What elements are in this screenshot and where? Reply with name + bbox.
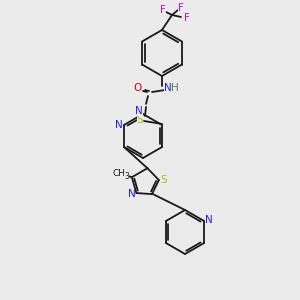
Text: S: S	[160, 175, 167, 185]
Text: F: F	[184, 13, 190, 23]
Text: N: N	[135, 106, 143, 116]
Text: S: S	[137, 115, 143, 125]
Text: F: F	[160, 5, 166, 15]
Text: F: F	[178, 3, 184, 13]
Text: 3: 3	[124, 172, 129, 181]
Text: N: N	[128, 189, 135, 199]
Text: O: O	[134, 83, 142, 93]
Text: N: N	[164, 83, 172, 93]
Text: CH: CH	[112, 169, 125, 178]
Text: N: N	[115, 120, 123, 130]
Text: H: H	[171, 83, 179, 93]
Text: N: N	[205, 215, 213, 225]
